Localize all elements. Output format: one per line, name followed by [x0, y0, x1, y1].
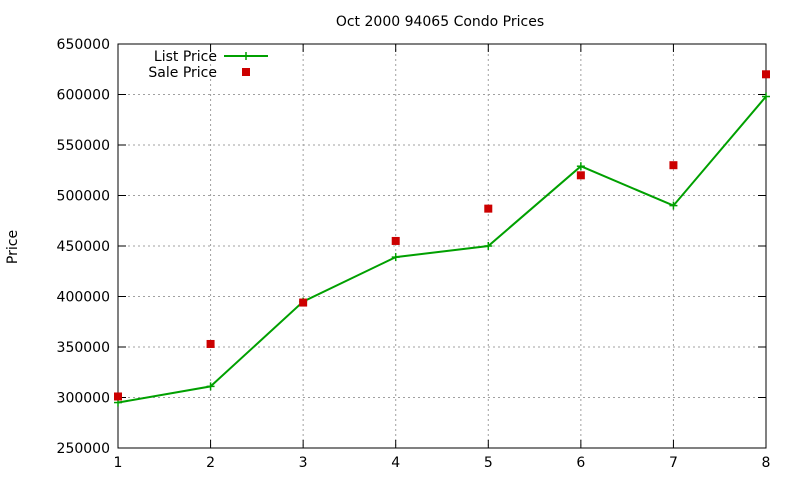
y-tick-label: 500000: [57, 189, 110, 205]
list-price-point: [206, 382, 215, 391]
list-price-point: [391, 253, 400, 262]
y-tick-label: 450000: [57, 239, 110, 255]
sale-price-point: [391, 236, 400, 245]
y-tick-label: 250000: [57, 441, 110, 457]
y-tick-label: 350000: [57, 340, 110, 356]
axis-ticks: 250000 300000 350000 400000 450000 500000 5500…: [57, 37, 771, 471]
sale-price-point: [299, 298, 308, 307]
legend-label-sale-price: Sale Price: [148, 65, 217, 81]
sale-price-point: [484, 204, 493, 213]
sale-price-point: [762, 70, 770, 79]
legend-label-list-price: List Price: [154, 49, 217, 65]
y-axis-label: Price: [5, 230, 21, 264]
series-layer: [114, 70, 770, 407]
x-tick-label: 1: [114, 455, 123, 471]
list-price-line: [117, 95, 767, 404]
legend-marker-list-price: [242, 52, 250, 60]
list-price-point: [762, 92, 770, 101]
sale-price-point: [206, 339, 215, 348]
x-tick-label: 7: [669, 455, 678, 471]
y-tick-label: 650000: [57, 37, 110, 53]
x-tick-label: 4: [391, 455, 400, 471]
y-tick-label: 400000: [57, 290, 110, 306]
x-tick-label: 8: [762, 455, 771, 471]
list-price-point: [576, 162, 585, 171]
sale-price-point: [114, 392, 122, 401]
chart-title: Oct 2000 94065 Condo Prices: [336, 14, 544, 30]
grid-lines: [118, 44, 766, 448]
list-price-point: [669, 201, 678, 210]
x-tick-label: 3: [299, 455, 308, 471]
sale-price-point: [669, 161, 678, 170]
x-tick-label: 2: [206, 455, 215, 471]
sale-price-point: [576, 171, 585, 180]
y-tick-label: 550000: [57, 138, 110, 154]
y-tick-label: 600000: [57, 88, 110, 104]
list-price-point: [484, 242, 493, 250]
y-tick-label: 300000: [57, 391, 110, 407]
legend-marker-sale-price: [242, 68, 250, 76]
x-tick-label: 5: [484, 455, 493, 471]
x-tick-label: 6: [576, 455, 585, 471]
